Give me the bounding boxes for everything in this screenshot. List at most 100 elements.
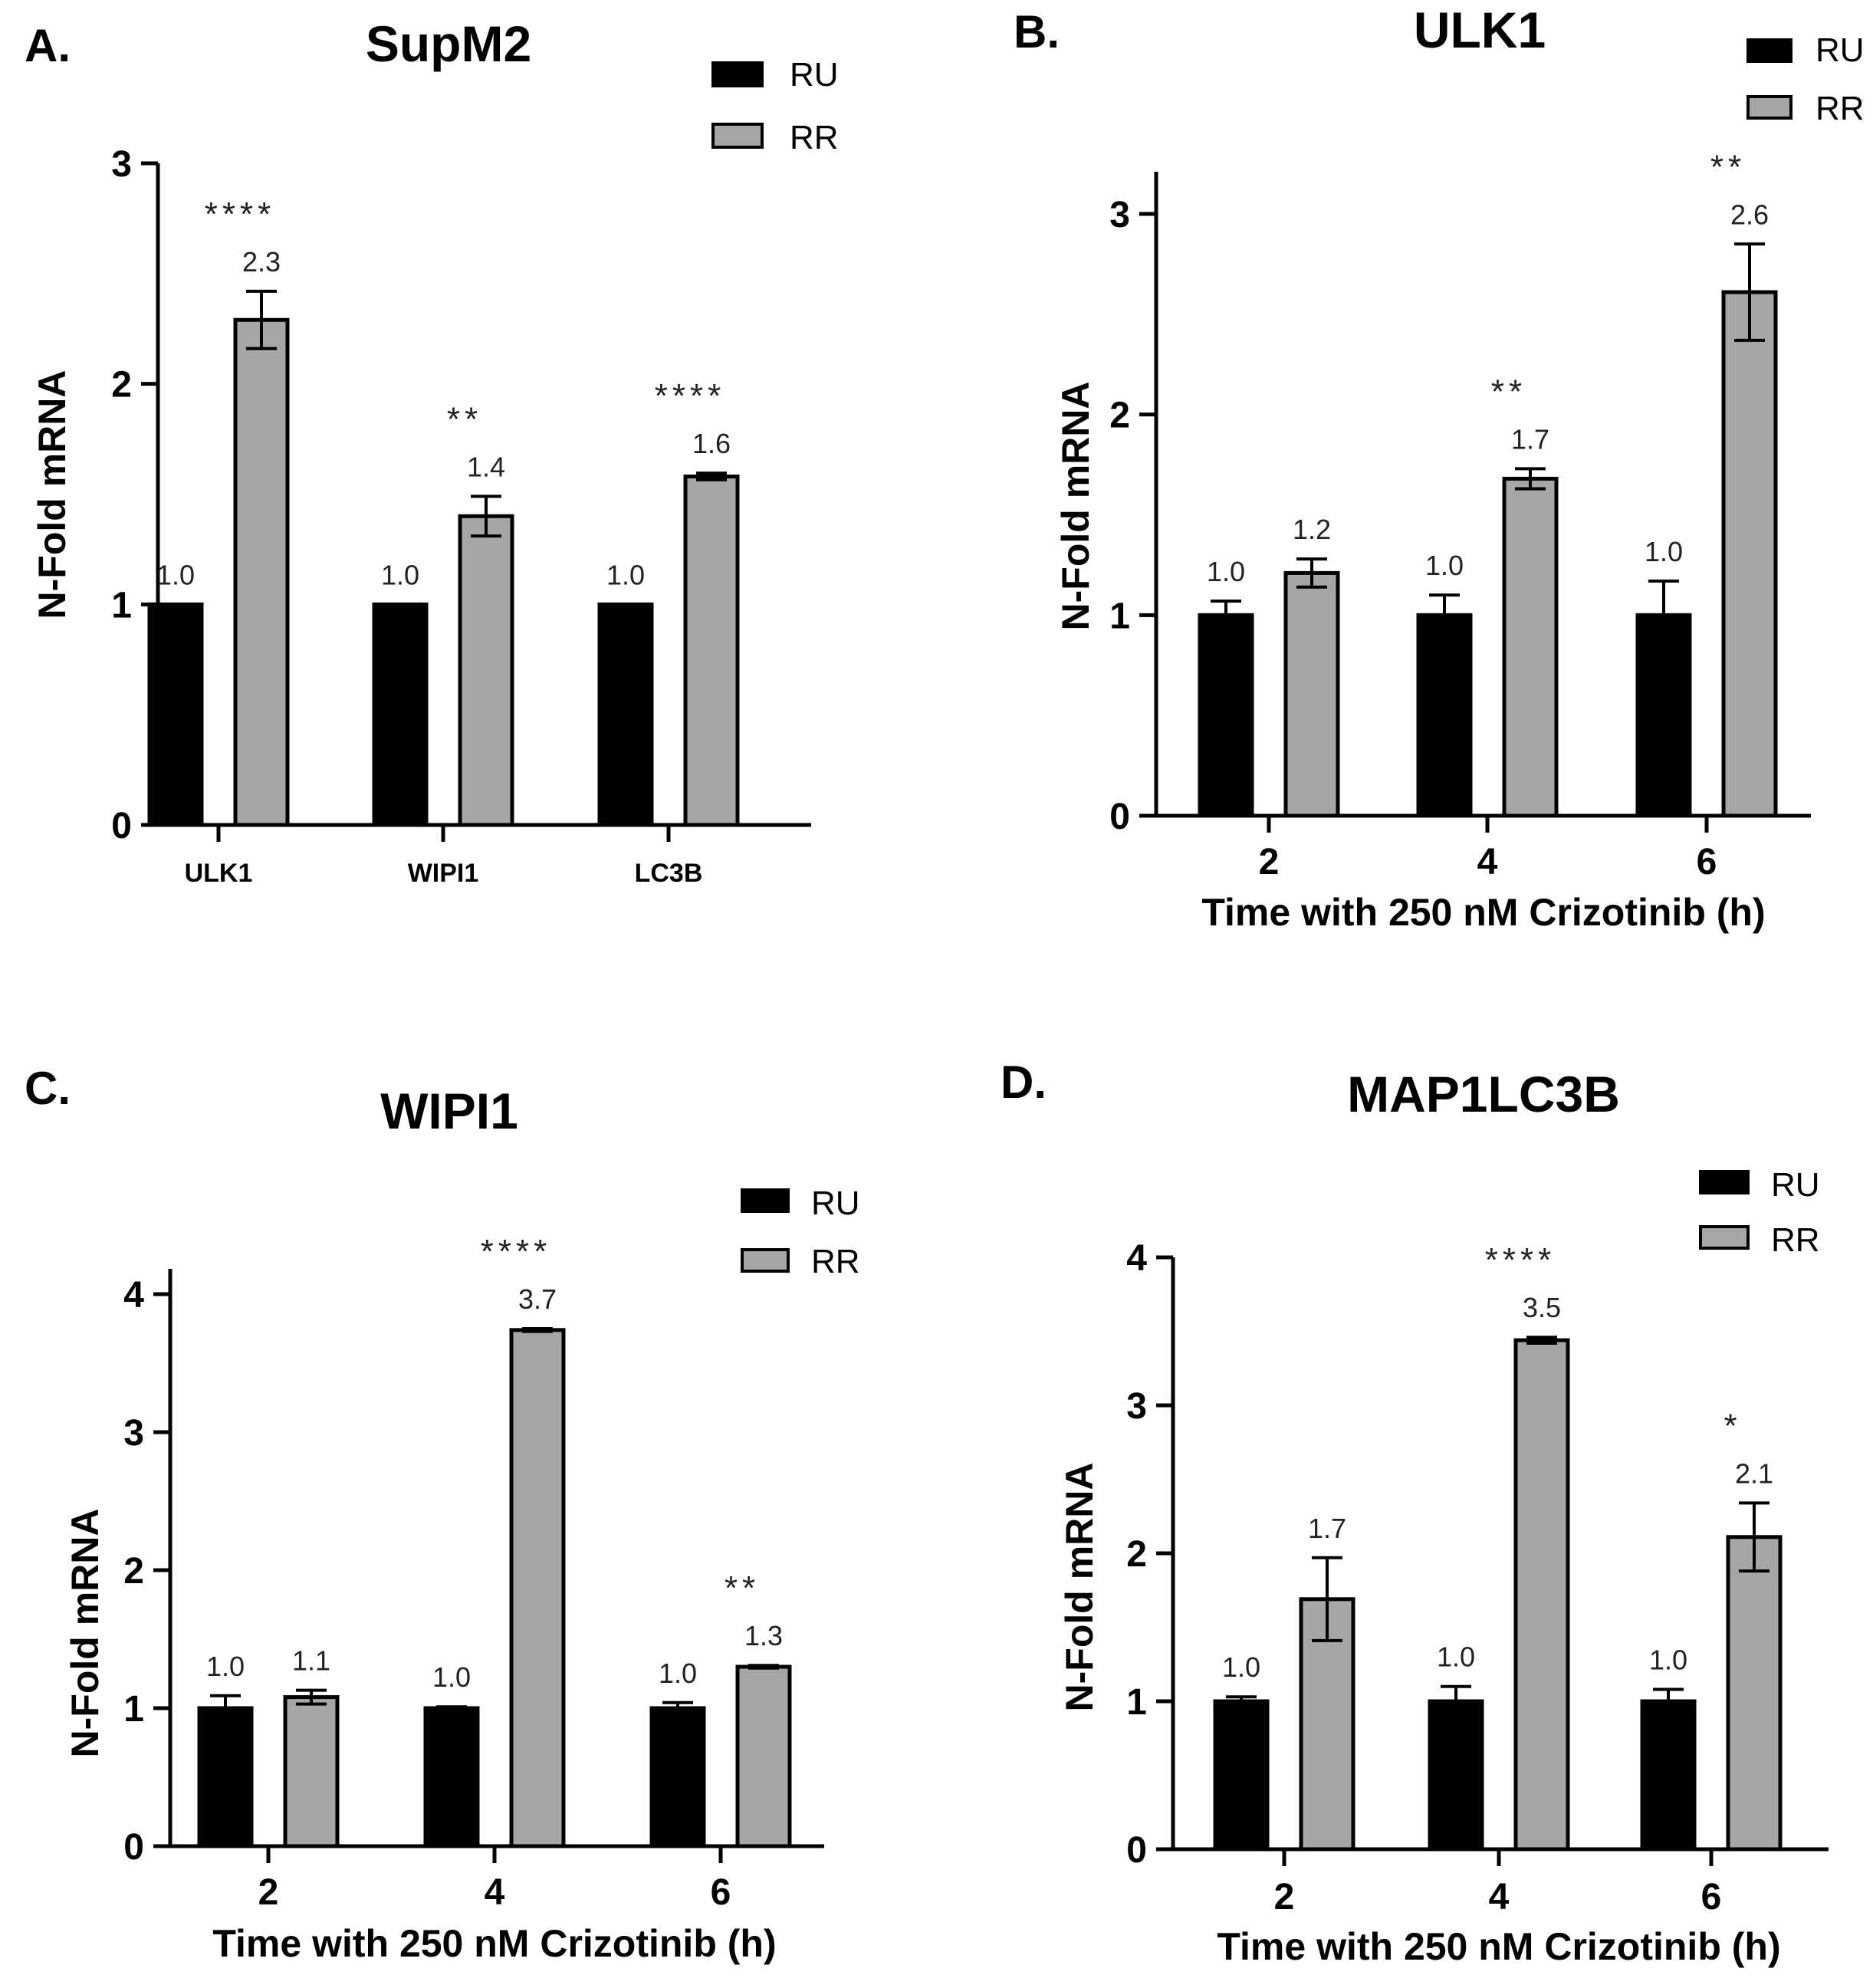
data-label: 1.0: [1207, 556, 1245, 587]
x-axis-label: Time with 250 nM Crizotinib (h): [1217, 1925, 1780, 1968]
legend-label-rr: RR: [790, 119, 839, 156]
legend: RU RR: [1746, 31, 1865, 127]
y-tick-label: 3: [1126, 1386, 1147, 1427]
plot-area: 0 1 2 3 2 1.0 1.2 4 1.0 1.7 ** 6 1.0 2.6 **: [1109, 148, 1778, 882]
bar-ru: [372, 602, 429, 827]
y-tick-label: 0: [1109, 797, 1130, 837]
data-label: 1.0: [381, 559, 419, 590]
data-label: 1.7: [1308, 1513, 1346, 1544]
significance-label: **: [447, 400, 482, 438]
bar-ru: [1416, 613, 1473, 818]
y-axis-label: N-Fold mRNA: [64, 1509, 107, 1758]
bar-rr: [1726, 1535, 1783, 1852]
x-tick-label: 2: [1259, 842, 1280, 882]
bar-rr: [458, 514, 514, 827]
data-label: 1.0: [432, 1661, 471, 1693]
data-label: 1.0: [1437, 1641, 1475, 1673]
y-axis-label: N-Fold mRNA: [31, 370, 74, 619]
panel-d: D. MAP1LC3B N-Fold mRNA RU RR Time with …: [1001, 1056, 1829, 1968]
y-tick-label: 2: [1109, 396, 1130, 436]
y-tick-label: 3: [111, 144, 132, 185]
y-tick-label: 1: [1126, 1682, 1147, 1723]
significance-label: ****: [481, 1233, 552, 1270]
plot-area: 0 1 2 3 ULK1 1.0 2.3 **** WIPI1 1.0 1.4 ** LC3B 1.0 1.…: [111, 144, 740, 888]
bar-rr: [683, 474, 740, 827]
panel-letter: A.: [25, 20, 71, 71]
y-tick-label: 1: [123, 1689, 144, 1730]
y-tick-label: 1: [1109, 596, 1130, 636]
data-label: 1.2: [1293, 514, 1331, 545]
data-label: 1.4: [467, 451, 505, 482]
chart-title: SupM2: [366, 15, 531, 72]
bar-ru: [1198, 613, 1254, 818]
data-label: 1.1: [292, 1645, 330, 1677]
bar-rr: [233, 317, 290, 827]
bar-ru: [197, 1706, 254, 1848]
significance-label: **: [1491, 373, 1526, 410]
x-tick-label: 4: [485, 1872, 505, 1913]
bar-ru: [649, 1706, 706, 1848]
y-tick-label: 3: [1109, 195, 1130, 235]
data-label: 1.7: [1511, 423, 1549, 455]
legend-label-rr: RR: [811, 1243, 860, 1280]
y-tick-label: 4: [1126, 1238, 1147, 1279]
data-label: 2.6: [1730, 199, 1769, 230]
chart-title: MAP1LC3B: [1347, 1066, 1620, 1122]
data-label: 1.6: [692, 428, 731, 459]
significance-label: ****: [1485, 1241, 1556, 1279]
data-label: 1.0: [1222, 1651, 1260, 1683]
legend-label-ru: RU: [1815, 31, 1865, 69]
x-tick-label: 6: [1701, 1877, 1722, 1917]
y-tick-label: 0: [111, 806, 132, 846]
legend-swatch-ru: [1746, 38, 1792, 63]
plot-area: 0 1 2 3 4 2 1.0 1.7 4 1.0 3.5 **** 6 1.0 2.1 *: [1126, 1238, 1783, 1917]
legend-swatch-rr: [1699, 1225, 1750, 1250]
legend: RU RR: [741, 1185, 860, 1280]
legend-label-ru: RU: [1771, 1166, 1820, 1204]
x-tick-label: 2: [258, 1872, 279, 1913]
y-tick-label: 2: [1126, 1534, 1147, 1575]
x-tick-label: 4: [1477, 842, 1498, 882]
legend: RU RR: [711, 56, 839, 156]
x-tick-label: 6: [1697, 842, 1717, 882]
y-axis-label: N-Fold mRNA: [1058, 1463, 1101, 1712]
bar-rr: [735, 1664, 792, 1848]
x-tick-label: LC3B: [635, 859, 703, 888]
bar-rr: [1513, 1338, 1570, 1852]
panel-letter: B.: [1014, 6, 1060, 58]
bar-ru: [423, 1706, 480, 1848]
legend-swatch-rr: [1746, 95, 1792, 120]
bar-ru: [147, 602, 204, 827]
bar-rr: [1502, 476, 1559, 818]
data-label: 3.5: [1523, 1292, 1561, 1323]
panel-letter: D.: [1001, 1056, 1047, 1108]
chart-title: WIPI1: [380, 1083, 518, 1139]
bar-rr: [1721, 290, 1778, 818]
y-tick-label: 4: [123, 1275, 144, 1316]
y-tick-label: 2: [123, 1551, 144, 1592]
panel-a: A. SupM2 N-Fold mRNA RU RR 0 1 2 3 ULK1 1.0 2.…: [25, 15, 839, 888]
bar-ru: [597, 602, 654, 827]
legend: RU RR: [1699, 1166, 1820, 1259]
data-label: 1.0: [1645, 536, 1683, 567]
chart-title: ULK1: [1414, 2, 1546, 58]
panel-b: B. ULK1 N-Fold mRNA RU RR Time with 250 …: [1014, 2, 1865, 934]
legend-swatch-rr: [741, 1248, 790, 1273]
legend-swatch-ru: [711, 61, 764, 87]
data-label: 1.0: [1425, 550, 1464, 581]
legend-swatch-ru: [741, 1188, 790, 1213]
legend-label-rr: RR: [1771, 1221, 1820, 1259]
data-label: 1.0: [156, 559, 195, 590]
y-tick-label: 0: [123, 1827, 144, 1868]
x-tick-label: 2: [1274, 1877, 1295, 1917]
data-label: 1.0: [659, 1658, 697, 1689]
significance-label: *: [1723, 1407, 1741, 1444]
bar-rr: [1283, 570, 1340, 818]
x-axis-label: Time with 250 nM Crizotinib (h): [212, 1922, 776, 1965]
significance-label: **: [1710, 148, 1746, 186]
significance-label: ****: [205, 196, 276, 233]
x-tick-label: WIPI1: [408, 859, 479, 888]
data-label: 1.0: [206, 1651, 245, 1682]
panel-letter: C.: [25, 1063, 71, 1114]
